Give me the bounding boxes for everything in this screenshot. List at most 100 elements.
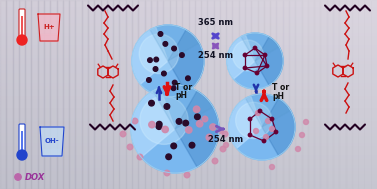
Bar bbox=[0, 63, 377, 66]
Bar bbox=[251, 0, 257, 189]
Bar bbox=[195, 0, 201, 189]
Bar bbox=[188, 0, 195, 189]
Bar bbox=[233, 0, 239, 189]
Bar bbox=[31, 0, 38, 189]
Bar bbox=[257, 0, 264, 189]
Wedge shape bbox=[241, 33, 279, 61]
Circle shape bbox=[303, 119, 308, 125]
Bar bbox=[0, 161, 377, 164]
Bar bbox=[0, 0, 377, 3]
Circle shape bbox=[171, 86, 176, 91]
Bar bbox=[0, 157, 377, 161]
FancyBboxPatch shape bbox=[21, 131, 23, 153]
Wedge shape bbox=[227, 35, 255, 79]
Circle shape bbox=[164, 170, 170, 176]
Bar bbox=[138, 0, 144, 189]
Bar bbox=[0, 136, 377, 139]
Circle shape bbox=[229, 94, 295, 160]
Polygon shape bbox=[40, 127, 64, 156]
Circle shape bbox=[17, 35, 27, 45]
Bar bbox=[283, 0, 289, 189]
Circle shape bbox=[149, 122, 155, 128]
Bar bbox=[239, 0, 245, 189]
Bar bbox=[0, 170, 377, 173]
Wedge shape bbox=[255, 37, 283, 85]
Circle shape bbox=[185, 76, 190, 81]
Circle shape bbox=[233, 40, 264, 71]
Bar bbox=[207, 0, 214, 189]
Bar bbox=[151, 0, 157, 189]
Circle shape bbox=[139, 34, 179, 74]
Bar bbox=[182, 0, 188, 189]
Wedge shape bbox=[262, 98, 295, 156]
Circle shape bbox=[153, 67, 158, 71]
Bar bbox=[0, 28, 377, 32]
Bar bbox=[176, 0, 182, 189]
Bar bbox=[0, 164, 377, 167]
Circle shape bbox=[212, 158, 218, 164]
Bar bbox=[320, 0, 327, 189]
Bar bbox=[0, 60, 377, 63]
Circle shape bbox=[193, 106, 200, 112]
Circle shape bbox=[265, 119, 271, 123]
Circle shape bbox=[196, 121, 203, 127]
Circle shape bbox=[218, 129, 222, 133]
Bar bbox=[0, 38, 377, 41]
Text: pH: pH bbox=[272, 92, 284, 101]
Bar bbox=[0, 6, 377, 9]
Circle shape bbox=[120, 131, 126, 137]
Bar bbox=[0, 110, 377, 113]
Circle shape bbox=[149, 100, 154, 106]
Bar bbox=[302, 0, 308, 189]
Bar bbox=[25, 0, 31, 189]
Circle shape bbox=[299, 132, 305, 138]
Circle shape bbox=[137, 154, 143, 160]
Bar bbox=[0, 9, 377, 13]
Circle shape bbox=[17, 150, 27, 160]
Circle shape bbox=[189, 142, 195, 148]
FancyBboxPatch shape bbox=[19, 9, 25, 39]
Wedge shape bbox=[153, 85, 213, 129]
Text: pH: pH bbox=[175, 91, 187, 101]
Circle shape bbox=[132, 118, 138, 124]
Bar bbox=[270, 0, 276, 189]
Bar bbox=[144, 0, 151, 189]
Wedge shape bbox=[131, 88, 175, 157]
Bar bbox=[339, 0, 346, 189]
Bar bbox=[75, 0, 82, 189]
Bar bbox=[0, 88, 377, 91]
Circle shape bbox=[127, 144, 133, 150]
Circle shape bbox=[15, 174, 21, 180]
Wedge shape bbox=[132, 27, 168, 84]
Circle shape bbox=[206, 134, 213, 141]
Bar bbox=[245, 0, 251, 189]
Bar bbox=[0, 176, 377, 180]
Bar bbox=[358, 0, 365, 189]
Text: T or: T or bbox=[272, 83, 289, 92]
Bar bbox=[101, 0, 107, 189]
Bar bbox=[0, 145, 377, 148]
FancyBboxPatch shape bbox=[21, 16, 23, 38]
Bar bbox=[163, 0, 170, 189]
Circle shape bbox=[274, 130, 278, 134]
Circle shape bbox=[202, 116, 208, 122]
Text: DOX: DOX bbox=[25, 173, 45, 181]
Circle shape bbox=[131, 85, 219, 173]
Circle shape bbox=[262, 139, 266, 143]
Bar bbox=[94, 0, 101, 189]
Bar bbox=[120, 0, 126, 189]
Bar bbox=[0, 82, 377, 85]
Bar bbox=[19, 0, 25, 189]
Circle shape bbox=[248, 133, 252, 137]
Bar bbox=[0, 44, 377, 47]
Wedge shape bbox=[168, 30, 204, 92]
Circle shape bbox=[147, 78, 151, 82]
Bar bbox=[201, 0, 207, 189]
Circle shape bbox=[224, 143, 228, 147]
Bar bbox=[0, 91, 377, 94]
Bar bbox=[308, 0, 314, 189]
Bar bbox=[214, 0, 220, 189]
Bar bbox=[295, 0, 302, 189]
Bar bbox=[220, 0, 226, 189]
Wedge shape bbox=[245, 94, 291, 127]
